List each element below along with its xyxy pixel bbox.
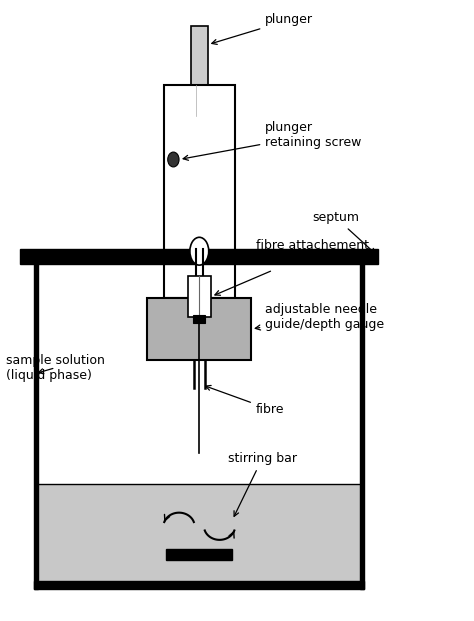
Bar bbox=[166, 549, 232, 560]
Bar bbox=[147, 298, 251, 360]
Text: sample solution
(liquid phase): sample solution (liquid phase) bbox=[6, 354, 105, 382]
Text: adjustable needle
guide/depth gauge: adjustable needle guide/depth gauge bbox=[255, 302, 384, 330]
Bar bbox=[20, 248, 378, 264]
Text: septum: septum bbox=[312, 211, 375, 253]
Circle shape bbox=[168, 152, 179, 167]
Bar bbox=[164, 85, 235, 298]
Text: stirring bar: stirring bar bbox=[228, 452, 297, 516]
Bar bbox=[193, 315, 205, 323]
Bar bbox=[38, 484, 360, 581]
Ellipse shape bbox=[190, 237, 209, 265]
Text: fibre: fibre bbox=[206, 386, 284, 416]
Bar bbox=[35, 581, 364, 589]
Text: fibre attachement
needle: fibre attachement needle bbox=[215, 239, 369, 295]
Bar bbox=[35, 264, 38, 589]
Text: plunger: plunger bbox=[212, 14, 313, 44]
Bar bbox=[191, 26, 208, 85]
Bar bbox=[360, 264, 364, 589]
Bar bbox=[188, 276, 211, 317]
Text: plunger
retaining screw: plunger retaining screw bbox=[183, 120, 362, 160]
